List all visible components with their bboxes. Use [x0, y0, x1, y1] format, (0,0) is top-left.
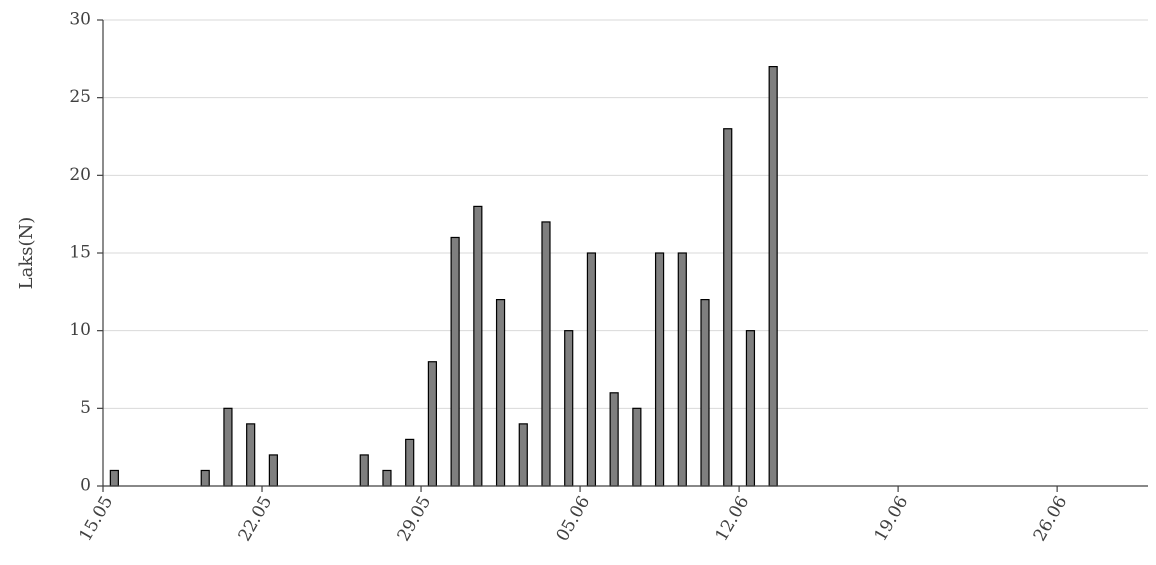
x-tick-label: 29.05: [394, 493, 436, 545]
bar-21.05: [246, 423, 256, 487]
x-tick-label: 26.06: [1030, 493, 1072, 545]
y-tick-label: 20: [69, 165, 91, 185]
bar-06.06: [609, 392, 619, 487]
y-tick-label: 5: [80, 398, 91, 418]
bar-15.05: [109, 469, 119, 487]
bar-26.05: [359, 454, 369, 487]
bar-10.06: [700, 299, 710, 487]
x-tick-label: 05.06: [553, 493, 595, 545]
tick-labels: 0 5 10 15 20 25 30 15.05 22.05 29.05 05.06 12.06 19.…: [69, 10, 1071, 545]
bar-11.06: [723, 128, 733, 487]
x-tick-label: 19.06: [871, 493, 913, 545]
bar-01.06: [495, 299, 506, 487]
bar-07.06: [632, 407, 642, 487]
x-tick-label: 12.06: [712, 493, 754, 545]
bars: [109, 65, 778, 487]
bar-31.05: [473, 205, 483, 487]
bar-13.06: [768, 65, 778, 487]
gridlines: [103, 19, 1148, 409]
bar-29.05: [427, 361, 438, 487]
bar-19.05: [200, 469, 210, 487]
y-tick-label: 30: [69, 10, 91, 30]
y-tick-label: 25: [69, 87, 91, 107]
bar-30.05: [450, 236, 460, 487]
y-tick-label: 0: [80, 476, 91, 496]
bar-22.05: [268, 454, 278, 487]
axes: [97, 19, 1148, 492]
bar-05.06: [586, 252, 597, 487]
bar-20.05: [223, 407, 233, 487]
y-axis-title: Laks(N): [16, 217, 37, 290]
x-tick-label: 22.05: [235, 493, 277, 545]
x-tick-label: 15.05: [76, 493, 118, 545]
bar-04.06: [564, 330, 574, 487]
bar-12.06: [745, 330, 756, 487]
bar-27.05: [382, 469, 392, 487]
bar-28.05: [405, 438, 415, 487]
bar-08.06: [654, 252, 665, 487]
bar-09.06: [677, 252, 687, 487]
y-tick-label: 10: [69, 320, 91, 340]
bar-02.06: [518, 423, 528, 487]
y-tick-label: 15: [69, 243, 91, 263]
bar-03.06: [541, 221, 551, 487]
